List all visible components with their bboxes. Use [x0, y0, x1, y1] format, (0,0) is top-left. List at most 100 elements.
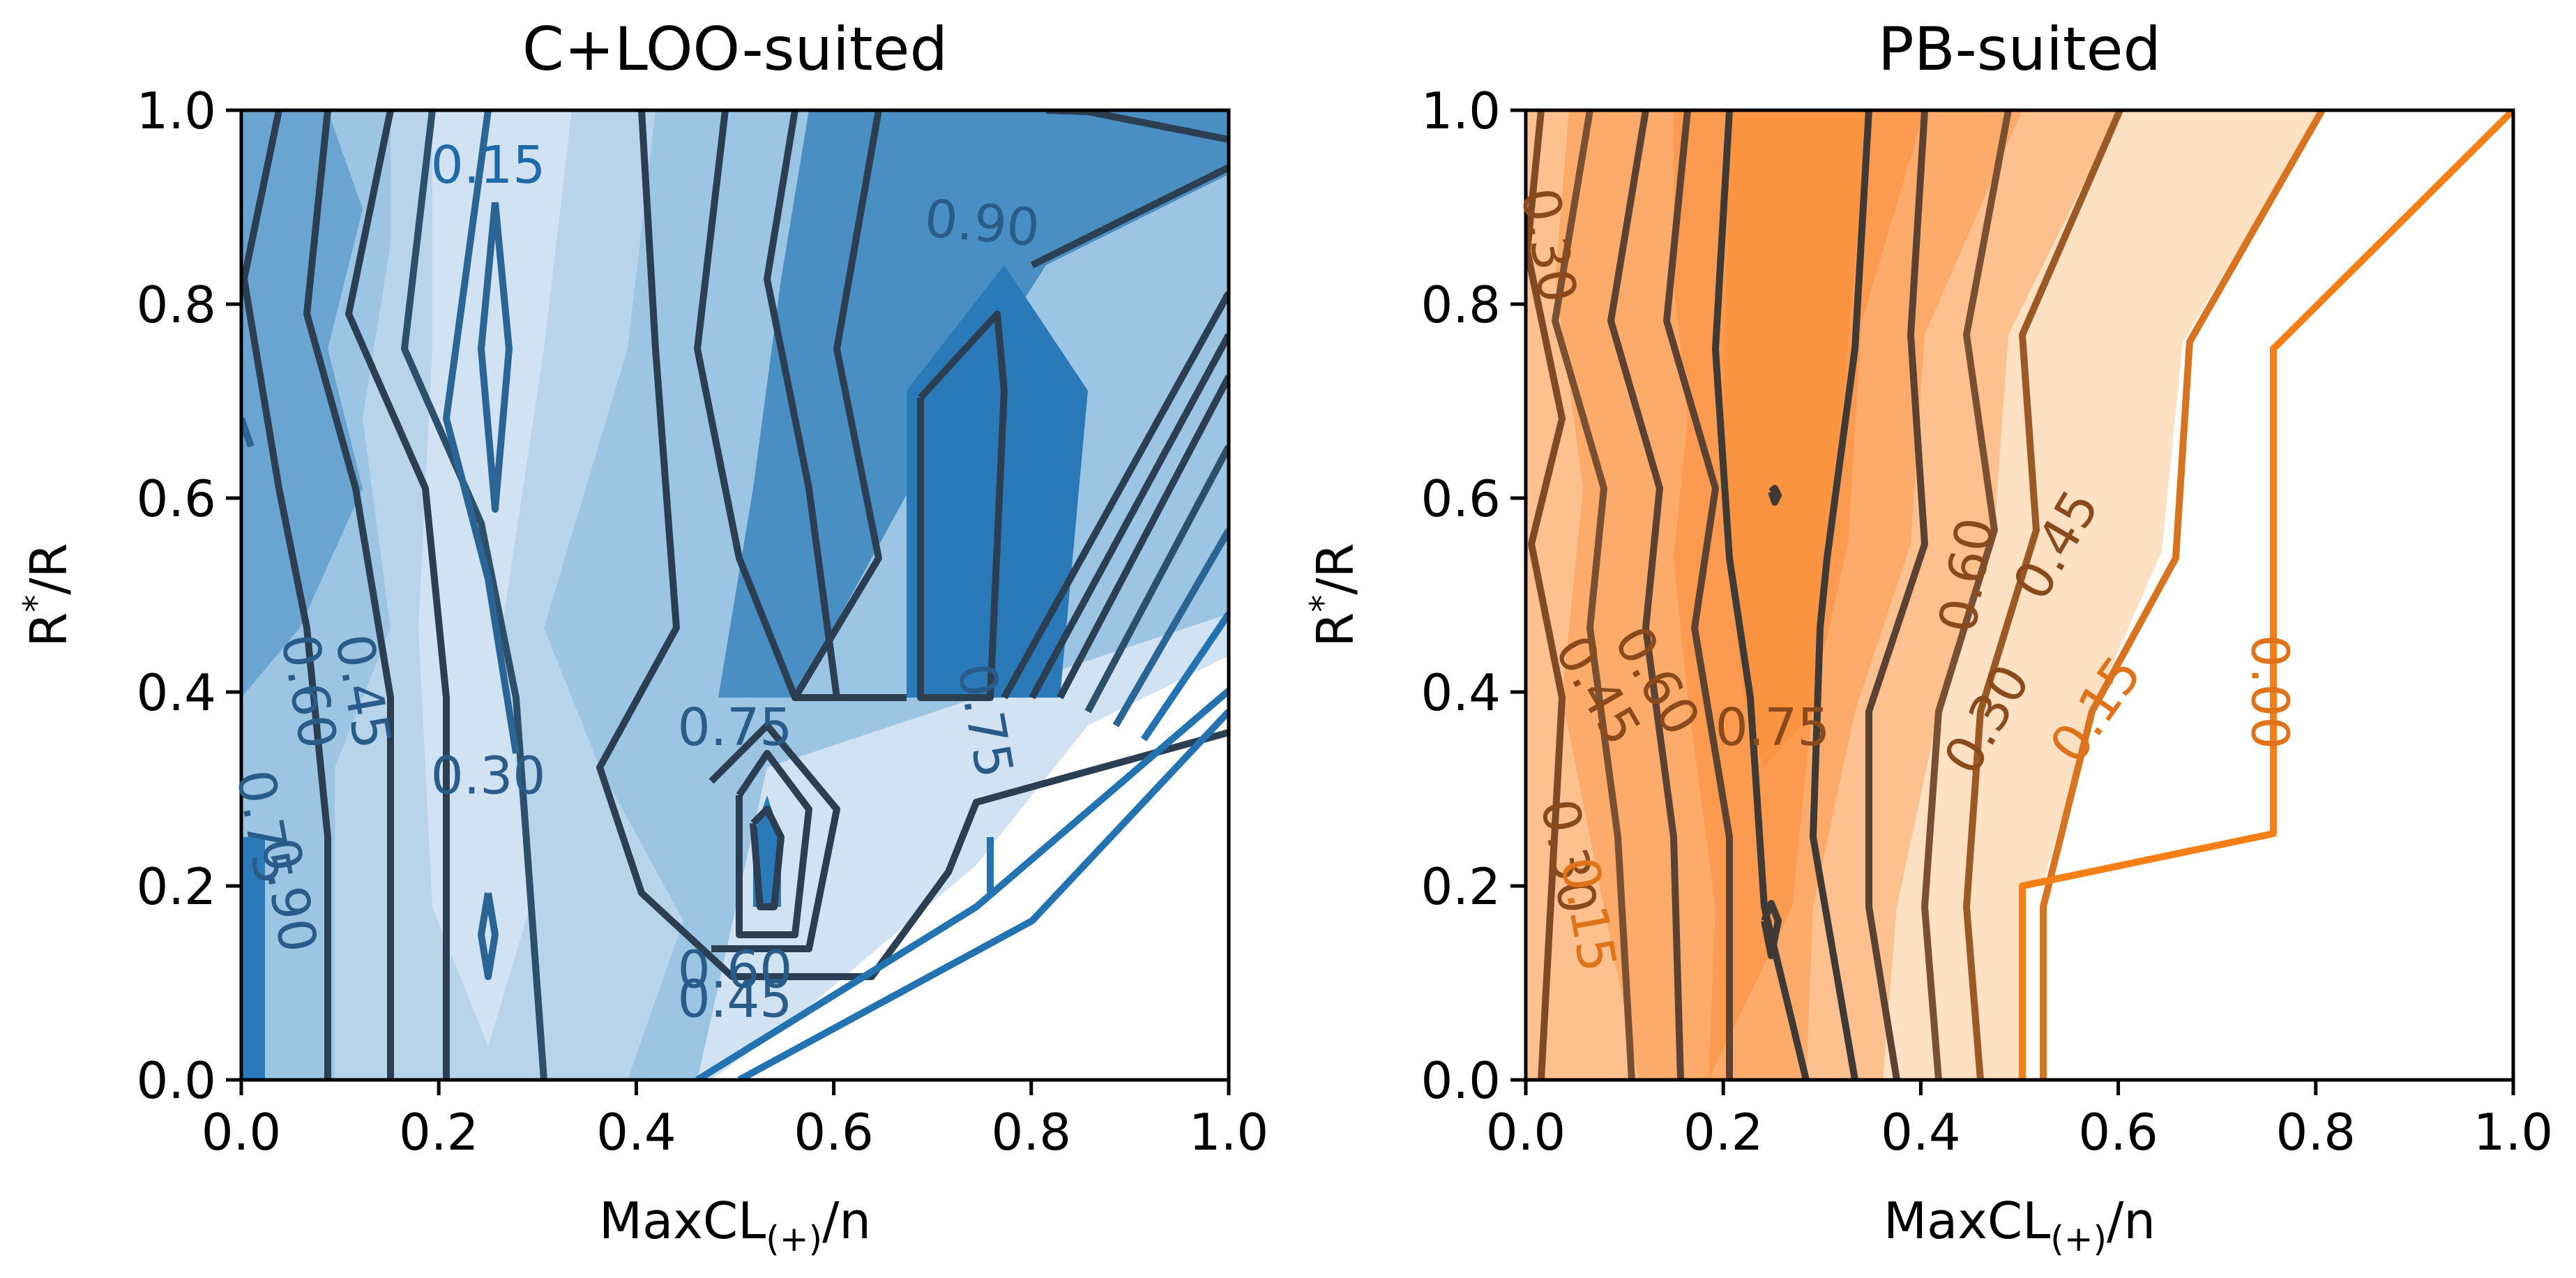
- left-contour-line-6: [478, 892, 499, 980]
- right-ylabel-tail: /R: [1306, 543, 1365, 594]
- right-region-white: [2022, 110, 2513, 1080]
- right-x-tick-label: 0.0: [1486, 1103, 1566, 1162]
- left-contour-line-25: [737, 709, 1229, 1080]
- left-contour-label: 0.90: [923, 188, 1043, 258]
- left-contour-lines: [241, 110, 1229, 1080]
- left-y-tick-label: 0.0: [136, 1051, 216, 1110]
- panel-left: 0.150.900.450.60 0.750.30 0.750.600.450.75…: [16, 15, 1268, 1259]
- panel-right: 0.300.600.450.450.60 0.75 0.300.15 0.000.30…: [1303, 15, 2553, 1259]
- right-x-tick-label: 0.4: [1881, 1103, 1961, 1162]
- right-contour-lines: [1526, 110, 2513, 1080]
- left-y-tick-label: 0.4: [136, 663, 216, 722]
- right-contour-line-11: [1963, 110, 2123, 1080]
- left-contour-line-5: [443, 110, 520, 754]
- right-x-tick-label: 0.6: [2078, 1103, 2158, 1162]
- left-contour-line-14: [736, 750, 812, 938]
- left-band-deep: [718, 110, 1229, 698]
- left-x-tick-label: 0.8: [992, 1103, 1072, 1162]
- left-y-tick-label: 0.2: [136, 857, 216, 916]
- left-band-lighter: [335, 110, 683, 1080]
- left-contour-line-18: [1001, 291, 1229, 700]
- right-y-tick-label: 1.0: [1420, 82, 1501, 140]
- left-contour-line-11: [791, 110, 882, 700]
- right-ylabel-sup: *: [1303, 595, 1343, 612]
- left-contour-line-13: [750, 806, 785, 910]
- left-xlabel-tail: /n: [822, 1191, 871, 1250]
- left-x-tick-label: 1.0: [1189, 1103, 1269, 1162]
- right-contour-line-12: [2040, 110, 2326, 1080]
- left-contour-line-4: [401, 110, 547, 1080]
- left-contour-label: 0.30: [431, 746, 546, 806]
- left-contour-line-24: [695, 688, 1229, 1080]
- right-contour-line-9: [1865, 110, 1928, 1080]
- left-contour-line-19: [1029, 333, 1229, 700]
- right-x-tick-label: 0.2: [1683, 1103, 1764, 1162]
- left-contour-fill: [241, 110, 1229, 1080]
- left-x-ticks: 0.0 0.2 0.4 0.6 0.8 1.0: [202, 1080, 1269, 1162]
- left-region-white-low: [711, 656, 1229, 1080]
- right-xlabel-sub: (+): [2050, 1219, 2107, 1259]
- right-title: PB-suited: [1878, 15, 2161, 84]
- right-xlabel: MaxCL(+)/n: [1884, 1191, 2155, 1259]
- left-contour-line-15: [709, 722, 840, 952]
- left-y-ticks: 0.0 0.2 0.4 0.6 0.8 1.0: [136, 82, 241, 1110]
- right-contour-line-3: [1607, 110, 1684, 1080]
- left-y-tick-label: 0.6: [136, 469, 216, 528]
- right-y-ticks: 0.0 0.2 0.4 0.6 0.8 1.0: [1420, 82, 1526, 1110]
- left-xlabel-base: MaxCL: [599, 1191, 766, 1250]
- right-xlabel-tail: /n: [2107, 1191, 2155, 1250]
- left-xlabel-sub: (+): [766, 1219, 822, 1259]
- left-x-tick-label: 0.6: [794, 1103, 874, 1162]
- left-contour-label: 0.15: [431, 135, 546, 195]
- right-xlabel-base: MaxCL: [1884, 1191, 2050, 1250]
- left-x-tick-label: 0.4: [596, 1103, 676, 1162]
- right-y-tick-label: 0.8: [1420, 276, 1501, 334]
- right-contour-line-2: [1552, 110, 1635, 1080]
- left-contour-line-12: [917, 310, 1008, 701]
- left-contour-label: 0.45: [678, 969, 793, 1029]
- right-contour-line-1: [1526, 110, 1566, 1080]
- left-axes-frame: [239, 108, 1231, 1082]
- right-contour-line-8: [1768, 485, 1782, 506]
- left-contour-line-7: [478, 202, 513, 513]
- left-title: C+LOO-suited: [522, 15, 948, 84]
- left-contour-line-1: [241, 110, 331, 1080]
- left-x-tick-label: 0.0: [202, 1103, 282, 1162]
- left-contour-label: 0.60: [678, 940, 793, 1000]
- right-contour-line-7: [1761, 900, 1782, 959]
- left-contour-line-2: [303, 110, 394, 1080]
- left-contour-line-17: [1030, 164, 1229, 269]
- right-x-ticks: 0.0 0.2 0.4 0.6 0.8 1.0: [1486, 1080, 2554, 1162]
- left-y-tick-label: 1.0: [136, 82, 216, 140]
- right-axes-frame: [1524, 108, 2515, 1082]
- left-contour-line-22: [1112, 528, 1229, 728]
- right-contour-label: 0.00: [2239, 635, 2299, 750]
- right-y-tick-label: 0.0: [1420, 1051, 1501, 1110]
- right-x-tick-label: 1.0: [2473, 1103, 2554, 1162]
- left-x-tick-label: 0.2: [399, 1103, 479, 1162]
- left-ylabel-sup: *: [16, 595, 56, 612]
- right-contour-line-5: [1712, 110, 1810, 1080]
- left-y-tick-label: 0.8: [136, 276, 216, 334]
- right-ylabel: R*/R: [1303, 543, 1365, 647]
- left-contour-line-9: [694, 110, 907, 701]
- right-contour-line-13: [2019, 110, 2513, 1080]
- left-strip-deep: [241, 837, 265, 1080]
- left-ylabel-tail: /R: [20, 543, 78, 594]
- right-band-5: [1722, 110, 1869, 767]
- right-x-tick-label: 0.8: [2276, 1103, 2356, 1162]
- left-contour-line-8: [596, 110, 1229, 980]
- left-ylabel: R*/R: [16, 543, 78, 647]
- left-contour-line-3: [345, 110, 450, 1080]
- right-y-tick-label: 0.4: [1420, 663, 1501, 722]
- right-contour-line-4: [1663, 110, 1733, 1080]
- right-contour-line-6: [1810, 110, 1872, 1080]
- left-xlabel: MaxCL(+)/n: [599, 1191, 871, 1259]
- left-contour-label: 0.75: [678, 698, 793, 758]
- left-contour-line-10: [764, 110, 840, 698]
- right-contour-line-10: [1921, 110, 2012, 1080]
- left-contour-line-20: [1056, 375, 1229, 700]
- right-y-tick-label: 0.2: [1420, 857, 1501, 916]
- right-ylabel-base: R: [1306, 612, 1365, 647]
